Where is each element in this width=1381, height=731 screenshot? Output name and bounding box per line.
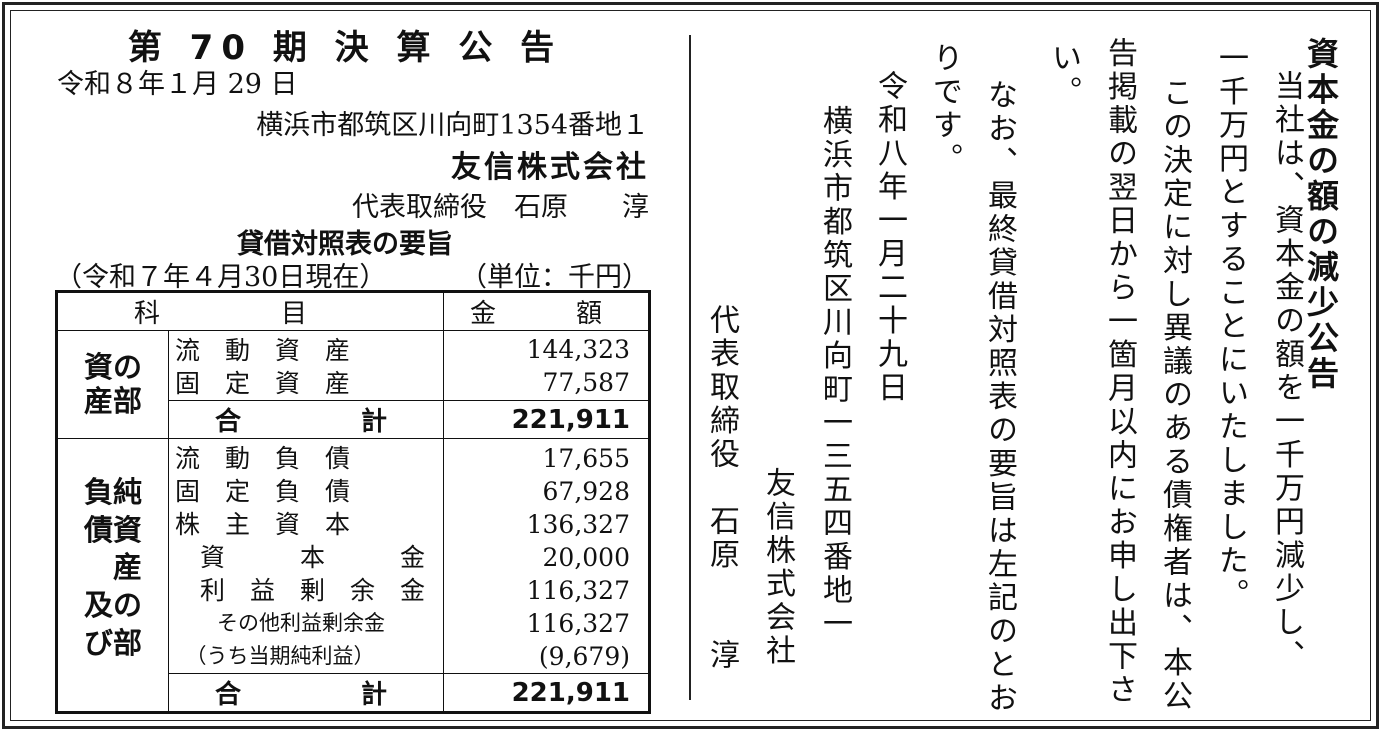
row-label: 資 本 金 [175, 543, 426, 572]
liabilities-total-row: 合 計 221,911 [57, 673, 650, 713]
inner-border [10, 10, 1371, 721]
row-label: その他利益剰余金 [175, 611, 385, 635]
address-vertical: 横浜市都筑区川向町一三五四番地一 [817, 105, 852, 641]
row-label: 株 主 資 本 [175, 510, 351, 539]
row-label: 流 動 負 債 [175, 444, 351, 473]
balance-sheet-title: 貸借対照表の要旨 [237, 229, 453, 260]
header-amount-a: 金 [470, 299, 497, 329]
notice-text-column: なお、最終貸借対照表の要旨は左記のとお [982, 79, 1017, 716]
row-value: 144,323 [526, 334, 630, 364]
row-value: 136,327 [526, 510, 630, 539]
row-label: 固 定 負 債 [175, 477, 351, 506]
total-label-a: 合 [215, 680, 242, 710]
total-label-b: 計 [360, 407, 387, 437]
company-address: 横浜市都筑区川向町1354番地１ [256, 110, 649, 141]
row-label: 流 動 資 産 [175, 336, 351, 365]
row-value: 67,928 [542, 477, 630, 506]
balance-sheet-table: 科 目 金 額 資の 産部 流 動 資 産固 定 資 産 144,323 77,587… [55, 290, 651, 714]
notice-date-vertical: 令和八年一月二十九日 [872, 70, 907, 405]
notice-date: 令和８年１月 29 日 [57, 69, 298, 100]
as-of-date: （令和７年４月30日現在） [55, 262, 387, 293]
row-label: （うち当期純利益） [175, 644, 375, 668]
notice-text-column: りです。 [927, 42, 962, 176]
assets-section-label: 資の 産部 [56, 330, 169, 439]
company-name: 友信株式会社 [451, 150, 649, 185]
table-header: 科目 金額 [56, 291, 650, 331]
assets-total-row: 合 計 221,911 [57, 400, 650, 439]
row-value: 20,000 [542, 543, 630, 572]
row-value: (9,679) [538, 642, 630, 671]
row-value: 77,587 [542, 367, 630, 397]
total-label-a: 合 [215, 407, 242, 437]
liabilities-section-label: 負純 債資 産 及の び部 [56, 438, 169, 713]
header-amount-b: 額 [575, 299, 602, 329]
notice-text-column: この決定に対し異議のある債権者は、本公 [1157, 77, 1192, 714]
company-name-vertical: 友信株式会社 [760, 467, 795, 668]
assets-total-value: 221,911 [443, 400, 650, 439]
row-label: 固 定 資 産 [175, 369, 351, 398]
notice-text-column: い。 [1046, 42, 1081, 109]
reduction-notice-title: 資本金の額の減少公告 [1302, 37, 1340, 392]
row-label: 利 益 剰 余 金 [175, 576, 426, 605]
row-value: 116,327 [526, 576, 630, 605]
unit-label: （単位：千円） [460, 262, 649, 293]
row-value: 116,327 [526, 609, 630, 638]
representative: 代表取締役 石原 淳 [352, 192, 649, 223]
representative-vertical: 代表取締役 石原 淳 [704, 304, 739, 673]
row-value: 17,655 [542, 444, 630, 473]
header-item-b: 目 [280, 299, 307, 329]
header-item-a: 科 [134, 299, 161, 329]
total-label-b: 計 [360, 680, 387, 710]
assets-rows: 資の 産部 流 動 資 産固 定 資 産 144,323 77,587 [56, 330, 650, 439]
notice-text-column: 一千万円とすることにいたしました。 [1213, 42, 1248, 612]
divider-line [689, 35, 691, 700]
notice-text-column: 告掲載の翌日から一箇月以内にお申し出下さ [1102, 37, 1137, 707]
liabilities-rows: 負純 債資 産 及の び部 流 動 負 債 固 定 負 債 株 主 資 本 資 … [56, 438, 650, 713]
notice-text-column: 当社は、資本金の額を一千万円減少し、 [1269, 70, 1304, 673]
liabilities-total-value: 221,911 [443, 673, 650, 713]
notice-title: 第 70 期 決 算 公 告 [127, 28, 563, 68]
